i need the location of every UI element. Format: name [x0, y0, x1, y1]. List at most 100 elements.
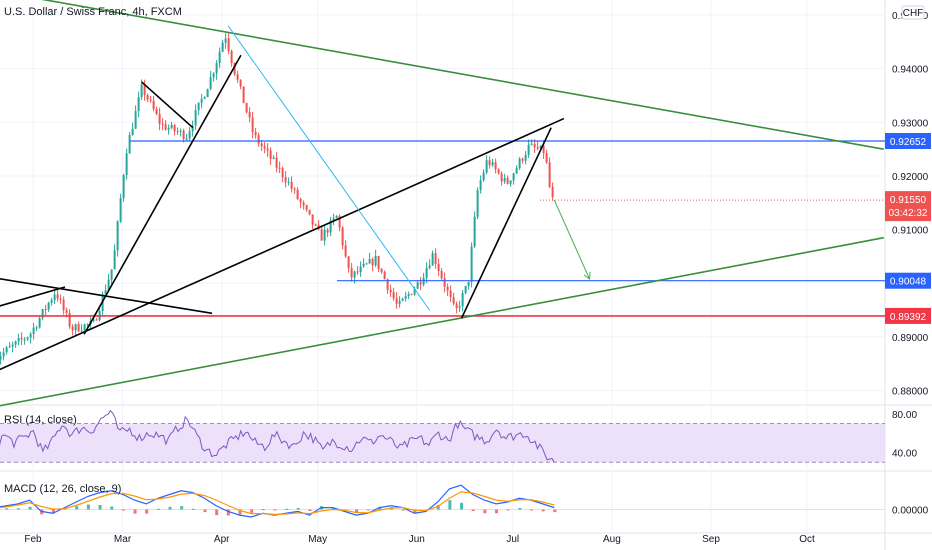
candle-body [149, 99, 152, 101]
macd-histogram-bar [86, 504, 90, 510]
candle-body [467, 281, 470, 286]
rsi-line [0, 409, 555, 463]
candle-body [509, 180, 512, 184]
candle-body [293, 188, 296, 190]
macd-histogram-bar [5, 508, 9, 510]
price-level-badge[interactable] [885, 272, 931, 289]
candle-body [68, 312, 71, 327]
candle-body [308, 209, 311, 215]
macd-histogram-bar [401, 509, 405, 511]
time-tick-label: Feb [24, 534, 42, 545]
macd-histogram-bar [273, 509, 277, 511]
candle-body [497, 169, 500, 174]
trendline [460, 127, 552, 319]
price-level-badge[interactable] [885, 307, 931, 324]
candle-body [362, 263, 365, 267]
time-tick-label: Mar [114, 534, 132, 545]
candle-body [221, 42, 224, 52]
macd-line [0, 484, 555, 518]
candle-body [512, 173, 515, 181]
macd-tick-label: 0.00000 [892, 506, 929, 517]
candle-body [50, 300, 53, 303]
candle-body [218, 51, 221, 63]
candle-body [209, 77, 212, 90]
candle-body [131, 128, 134, 135]
candle-body [32, 327, 35, 334]
candle-body [23, 339, 26, 341]
macd-histogram-bar [226, 509, 230, 516]
candle-body [152, 100, 155, 110]
candle-body [419, 282, 422, 285]
candle-body [110, 269, 113, 280]
macd-histogram-bar [506, 509, 510, 511]
macd-histogram-bar [436, 505, 440, 510]
candle-body [173, 125, 176, 132]
candle-body [59, 298, 62, 300]
candle-body [5, 347, 8, 353]
macd-histogram-bar [51, 509, 55, 514]
candle-body [230, 50, 233, 63]
candle-body [335, 215, 338, 219]
candle-body [407, 294, 410, 296]
candle-body [257, 135, 260, 144]
candle-body [47, 302, 50, 310]
candle-body [290, 181, 293, 189]
candle-body [122, 175, 125, 199]
trendline [227, 25, 431, 311]
candle-body [119, 198, 122, 222]
candle-body [113, 250, 116, 270]
candle-body [392, 292, 395, 299]
candle-body [302, 202, 305, 206]
candle-body [314, 224, 317, 226]
candle-body [338, 215, 341, 228]
candle-body [536, 147, 539, 149]
candle-body [161, 123, 164, 125]
macd-histogram-bar [285, 508, 289, 510]
rsi-tick-label: 80.00 [892, 410, 917, 421]
candle-body [56, 294, 59, 299]
candle-body [395, 298, 398, 304]
macd-histogram-bar [110, 506, 114, 510]
trendline [41, 0, 884, 150]
time-tick-label: Jun [409, 534, 425, 545]
candle-body [77, 324, 80, 332]
macd-histogram-bar [471, 509, 475, 511]
candle-body [440, 271, 443, 279]
candle-body [0, 356, 2, 360]
candle-body [233, 62, 236, 75]
price-level-badge[interactable] [885, 132, 931, 149]
candle-body [359, 266, 362, 273]
candle-body [194, 110, 197, 126]
candle-body [503, 177, 506, 182]
last-price-badge[interactable] [885, 191, 931, 222]
macd-histogram-bar [448, 500, 452, 510]
candle-body [104, 290, 107, 295]
candle-body [449, 290, 452, 298]
candle-body [284, 177, 287, 183]
macd-histogram-bar [518, 508, 522, 510]
candle-body [452, 297, 455, 304]
candle-body [95, 319, 98, 321]
candle-body [17, 338, 20, 342]
candle-body [11, 344, 14, 347]
macd-histogram-bar [180, 506, 184, 510]
time-tick-label: May [308, 534, 327, 545]
candle-body [506, 177, 509, 184]
macd-histogram-bar [75, 506, 79, 510]
candle-body [404, 295, 407, 299]
candle-body [125, 153, 128, 176]
price-tick-label: 0.89000 [892, 333, 929, 344]
candle-body [140, 84, 143, 98]
currency-badge[interactable] [901, 5, 925, 20]
trendline [0, 117, 565, 371]
candle-body [14, 341, 17, 345]
candle-body [176, 131, 179, 133]
candle-body [455, 303, 458, 308]
candle-body [386, 279, 389, 290]
rsi-band [0, 423, 885, 463]
macd-histogram-bar [413, 509, 417, 513]
candle-body [275, 157, 278, 168]
candle-body [458, 306, 461, 308]
